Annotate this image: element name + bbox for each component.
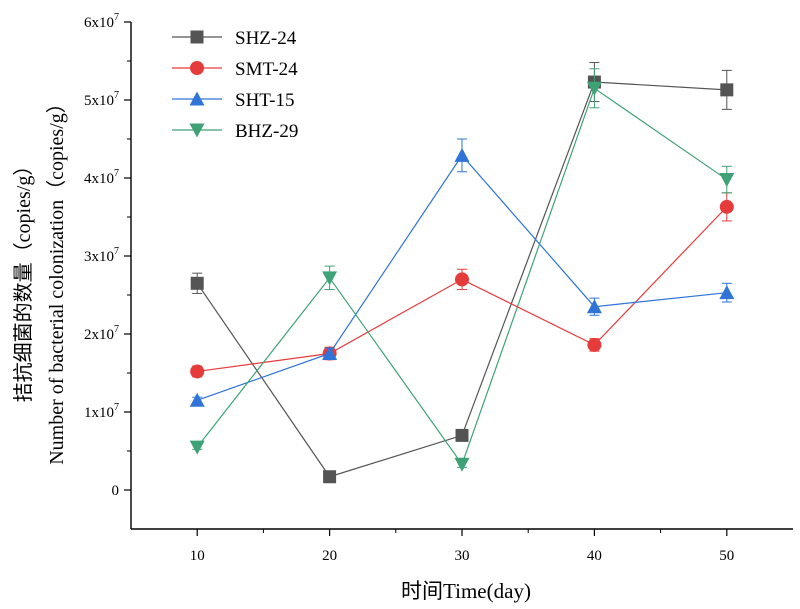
data-point bbox=[323, 470, 337, 484]
series-layer bbox=[189, 62, 735, 484]
data-point bbox=[586, 81, 602, 96]
data-point bbox=[454, 457, 470, 472]
y-tick-label: 2x107 bbox=[84, 324, 119, 343]
legend-marker bbox=[189, 123, 205, 138]
series-smt-24 bbox=[190, 192, 734, 379]
data-point bbox=[322, 271, 338, 286]
legend-item: BHZ-29 bbox=[172, 121, 298, 142]
legend-label: SHT-15 bbox=[235, 90, 294, 111]
y-tick-label: 4x107 bbox=[84, 168, 119, 187]
data-point bbox=[586, 299, 602, 314]
data-point bbox=[455, 428, 469, 442]
y-tick-label: 3x107 bbox=[84, 246, 119, 265]
legend-marker bbox=[190, 61, 204, 75]
series-sht-15 bbox=[189, 138, 735, 407]
legend-label: BHZ-29 bbox=[235, 121, 298, 142]
data-point bbox=[189, 392, 205, 407]
data-point bbox=[587, 337, 602, 352]
data-point bbox=[720, 83, 734, 97]
x-axis-label: 时间Time(day) bbox=[401, 579, 531, 603]
legend-marker bbox=[190, 30, 204, 44]
data-point bbox=[719, 199, 734, 214]
legend-item: SHZ-24 bbox=[172, 28, 297, 49]
legend-label: SMT-24 bbox=[235, 59, 298, 80]
data-point bbox=[322, 346, 338, 360]
y-tick-label: 6x107 bbox=[84, 12, 119, 31]
data-point bbox=[190, 364, 205, 379]
x-tick-label: 40 bbox=[587, 548, 602, 564]
y-tick-label: 0 bbox=[112, 483, 120, 499]
y-tick-label: 5x107 bbox=[84, 90, 119, 109]
y-axis-label-chinese: 拮抗细菌的数量（copies/g） bbox=[12, 156, 35, 403]
y-axis-label-english: Number of bacterial colonization（copies/… bbox=[45, 93, 68, 465]
series-shz-24 bbox=[190, 62, 734, 484]
legend-item: SHT-15 bbox=[172, 90, 294, 111]
legend-label: SHZ-24 bbox=[235, 28, 297, 49]
data-point bbox=[719, 285, 735, 300]
axes: 10 20 30 40 50 0 1x107 2x107 3x107 4x107 5x107 6x10… bbox=[84, 12, 793, 564]
x-tick-label: 10 bbox=[190, 548, 205, 564]
legend-marker bbox=[189, 91, 205, 106]
series-bhz-29 bbox=[189, 68, 735, 472]
data-point bbox=[189, 440, 205, 455]
x-tick-label: 50 bbox=[719, 548, 734, 564]
x-tick-label: 20 bbox=[322, 548, 337, 564]
y-tick-label: 1x107 bbox=[84, 402, 119, 421]
legend-item: SMT-24 bbox=[172, 59, 298, 80]
data-point bbox=[454, 147, 470, 162]
data-point bbox=[719, 173, 735, 188]
x-tick-label: 30 bbox=[455, 548, 470, 564]
data-point bbox=[190, 276, 204, 290]
legend: SHZ-24 SMT-24 SHT-15 BHZ-29 bbox=[172, 28, 298, 142]
data-point bbox=[455, 272, 469, 287]
